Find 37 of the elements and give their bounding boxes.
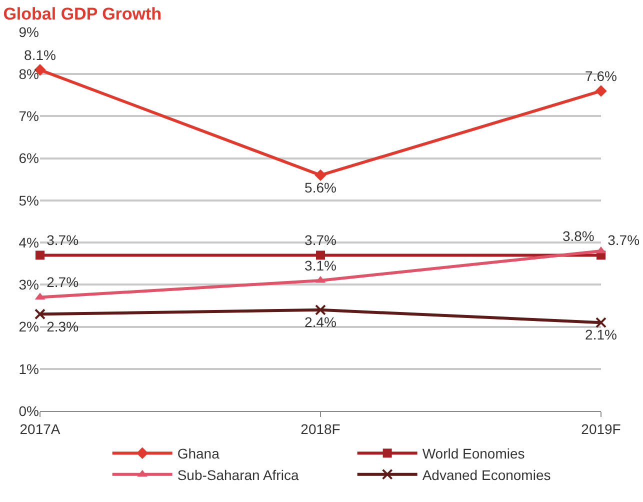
- data-label: 3.7%: [46, 232, 79, 248]
- data-label: 3.7%: [304, 232, 336, 248]
- y-tick-label: 7%: [18, 108, 39, 124]
- point: [36, 250, 44, 260]
- y-tick-label: 9%: [18, 24, 39, 40]
- data-label: 2.3%: [46, 318, 79, 334]
- data-label: 8.1%: [24, 46, 56, 63]
- legend-label: Sub-Saharan Africa: [177, 466, 299, 483]
- data-label: 3.8%: [562, 228, 594, 244]
- data-label: 3.1%: [304, 257, 336, 274]
- legend-label: Ghana: [177, 446, 220, 462]
- x-tick-label: 2017A: [20, 420, 61, 437]
- legend-label: Advaned Economies: [422, 466, 551, 483]
- data-label: 2.1%: [585, 326, 617, 343]
- y-tick-label: 3%: [18, 276, 39, 293]
- point: [314, 169, 326, 182]
- point: [595, 85, 607, 97]
- data-label: 2.4%: [304, 314, 336, 330]
- data-label: 7.6%: [585, 68, 617, 84]
- point: [596, 317, 606, 328]
- y-tick-label: 4%: [18, 234, 39, 250]
- y-tick-label: 5%: [18, 192, 39, 208]
- data-label: 3.7%: [608, 232, 640, 248]
- x-tick-label: 2019F: [581, 420, 621, 437]
- data-label: 2.7%: [46, 274, 79, 290]
- point: [316, 250, 325, 260]
- y-tick-label: 1%: [18, 360, 39, 377]
- y-tick-label: 8%: [18, 66, 39, 82]
- chart-title: Global GDP Growth: [3, 4, 162, 24]
- data-label: 5.6%: [304, 179, 336, 196]
- point: [315, 304, 326, 316]
- y-tick-label: 0%: [18, 402, 39, 419]
- x-tick-label: 2018F: [300, 420, 340, 437]
- y-tick-label: 6%: [18, 150, 39, 166]
- y-tick-label: 2%: [18, 318, 39, 335]
- point: [34, 308, 46, 320]
- legend-label: World Eonomies: [422, 446, 525, 462]
